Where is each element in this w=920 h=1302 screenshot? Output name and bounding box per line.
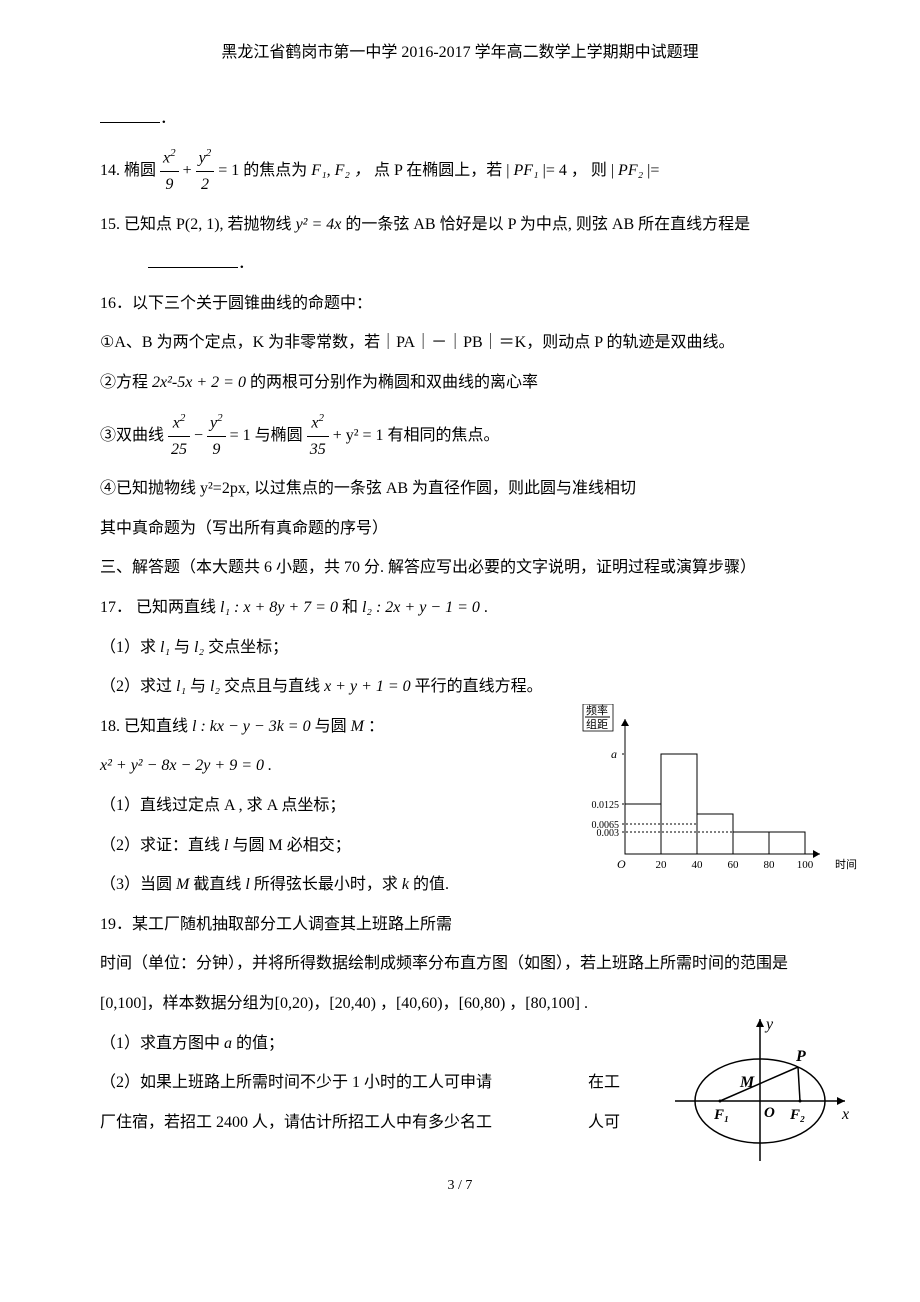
q17-p2: （2）求过 l₁ 与 l₂ 交点且与直线 x + y + 1 = 0 平行的直线… bbox=[100, 674, 820, 700]
svg-text:40: 40 bbox=[692, 859, 704, 871]
q13-blank: ． bbox=[100, 106, 820, 132]
svg-text:100: 100 bbox=[797, 859, 814, 871]
svg-text:x: x bbox=[841, 1106, 849, 1123]
svg-text:0.0125: 0.0125 bbox=[592, 800, 620, 811]
q19-p1: 时间（单位：分钟），并将所得数据绘制成频率分布直方图（如图），若上班路上所需时间… bbox=[100, 951, 820, 977]
svg-text:F₂: F₂ bbox=[789, 1107, 805, 1123]
q16-lead: 16．以下三个关于圆锥曲线的命题中： bbox=[100, 291, 820, 317]
q15-blank: ． bbox=[132, 251, 820, 277]
ellipse-figure: y x O P M F₁ F₂ bbox=[660, 1011, 860, 1180]
svg-text:频率: 频率 bbox=[586, 704, 608, 717]
histogram-figure: 频率组距a0.01250.00650.00320406080100O时间 (分钟… bbox=[570, 704, 860, 893]
q16-item2: ②方程 2x²-5x + 2 = 0 的两根可分别作为椭圆和双曲线的离心率 bbox=[100, 370, 820, 396]
svg-text:60: 60 bbox=[728, 859, 740, 871]
svg-text:y: y bbox=[764, 1016, 774, 1033]
q17-p1: （1）求 l₁ 与 l₂ 交点坐标； bbox=[100, 635, 820, 661]
svg-text:组距: 组距 bbox=[586, 717, 608, 731]
svg-text:时间 (分钟): 时间 (分钟) bbox=[835, 857, 860, 871]
svg-text:P: P bbox=[795, 1048, 806, 1065]
svg-text:80: 80 bbox=[764, 859, 776, 871]
svg-text:a: a bbox=[611, 747, 617, 761]
svg-text:0.003: 0.003 bbox=[597, 828, 620, 839]
section3-title: 三、解答题（本大题共 6 小题，共 70 分. 解答应写出必要的文字说明，证明过… bbox=[100, 555, 820, 581]
q17-lead: 17． 已知两直线 l₁ : x + 8y + 7 = 0 和 l₂ : 2x … bbox=[100, 595, 820, 621]
svg-text:M: M bbox=[739, 1074, 755, 1091]
page-header: 黑龙江省鹤岗市第一中学 2016-2017 学年高二数学上学期期中试题理 bbox=[100, 40, 820, 66]
svg-text:20: 20 bbox=[656, 859, 668, 871]
q16-item3: ③双曲线 x225 − y29 = 1 与椭圆 x235 + y² = 1 有相… bbox=[100, 410, 820, 463]
q19-lead: 19．某工厂随机抽取部分工人调查其上班路上所需 bbox=[100, 912, 820, 938]
q16-item1: ①A、B 为两个定点，K 为非零常数，若｜PA｜－｜PB｜＝K，则动点 P 的轨… bbox=[100, 330, 820, 356]
q15: 15. 已知点 P(2, 1), 若抛物线 y² = 4x 的一条弦 AB 恰好… bbox=[100, 212, 820, 238]
svg-text:O: O bbox=[764, 1105, 775, 1121]
svg-text:F₁: F₁ bbox=[713, 1107, 729, 1123]
q16-item4: ④已知抛物线 y²=2px, 以过焦点的一条弦 AB 为直径作圆，则此圆与准线相… bbox=[100, 476, 820, 502]
svg-text:O: O bbox=[617, 857, 626, 871]
q14: 14. 椭圆 x29 + y22 = 1 的焦点为 F₁, F₂ ， 点 P 在… bbox=[100, 145, 820, 198]
q16-conclusion: 其中真命题为（写出所有真命题的序号） bbox=[100, 516, 820, 542]
